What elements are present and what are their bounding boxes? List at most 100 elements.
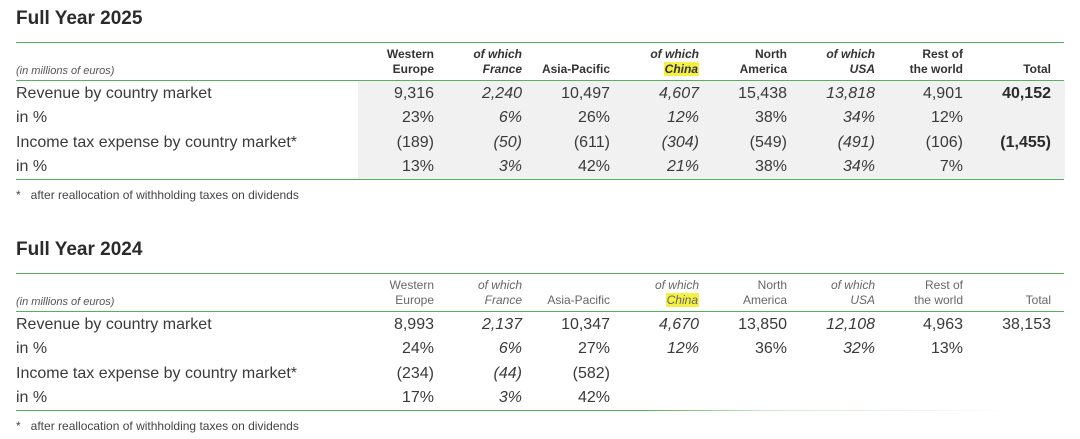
row-label: Income tax expense by country market* — [16, 134, 298, 151]
cell-north-america: 38% — [754, 109, 787, 126]
col-header-north-america: North America — [739, 47, 787, 76]
unit-label: (in millions of euros) — [16, 65, 115, 77]
col-header-france: of which France — [477, 278, 522, 307]
footnote: * after reallocation of withholding taxes… — [16, 419, 299, 433]
row-label: in % — [16, 158, 48, 175]
row-label: Income tax expense by country market* — [16, 365, 298, 382]
cell-north-america: (549) — [749, 134, 787, 151]
table-header-row: (in millions of euros) Western Europe of … — [16, 278, 1064, 309]
table-row: Revenue by country market 8,993 2,137 10… — [16, 313, 1064, 337]
table-top-rule — [16, 273, 1064, 274]
cell-rest-of-world: 4,901 — [922, 85, 963, 102]
cell-rest-of-world: 12% — [930, 109, 963, 126]
table-row: in % 23% 6% 26% 12% 38% 34% 12% — [16, 106, 1064, 130]
table-row: Income tax expense by country market* (2… — [16, 362, 1064, 386]
cell-china: (304) — [661, 134, 699, 151]
cell-western-europe: 8,993 — [393, 316, 434, 333]
cell-asia-pacific: 10,497 — [561, 85, 610, 102]
col-header-china: of which China — [650, 47, 699, 76]
cell-france: 3% — [498, 389, 522, 406]
table-bottom-rule — [16, 410, 1064, 411]
cell-rest-of-world: (106) — [925, 134, 963, 151]
row-label: Revenue by country market — [16, 85, 212, 102]
cell-usa: 13,818 — [826, 85, 875, 102]
cell-france: 6% — [498, 340, 522, 357]
cell-usa: 34% — [842, 158, 875, 175]
cell-asia-pacific: 27% — [577, 340, 610, 357]
cell-asia-pacific: (611) — [573, 134, 610, 151]
footnote-mark: * — [16, 419, 21, 433]
col-header-total: Total — [1023, 62, 1051, 76]
cell-western-europe: 23% — [401, 109, 434, 126]
cell-western-europe: 17% — [401, 389, 434, 406]
table-row: in % 17% 3% 42% — [16, 386, 1064, 410]
cell-usa: 32% — [842, 340, 875, 357]
cell-western-europe: 9,316 — [393, 85, 434, 102]
cell-china: 21% — [666, 158, 699, 175]
row-label: in % — [16, 340, 48, 357]
cell-france: (50) — [493, 134, 522, 151]
cell-france: (44) — [493, 365, 522, 382]
table-row: in % 24% 6% 27% 12% 36% 32% 13% — [16, 337, 1064, 361]
cell-asia-pacific: 26% — [577, 109, 610, 126]
table-row: Income tax expense by country market* (1… — [16, 131, 1064, 155]
col-header-usa: of which USA — [830, 278, 875, 307]
col-header-china: of which China — [654, 278, 699, 307]
header-rule — [16, 80, 1064, 81]
cell-north-america: 13,850 — [738, 316, 787, 333]
header-rule — [16, 311, 1064, 312]
col-header-rest-of-world: Rest of the world — [914, 278, 963, 307]
shaded-region — [358, 81, 1065, 179]
cell-usa: 12,108 — [826, 316, 875, 333]
table-row: in % 13% 3% 42% 21% 38% 34% 7% — [16, 155, 1064, 179]
cell-total: (1,455) — [1000, 134, 1051, 151]
cell-north-america: 36% — [754, 340, 787, 357]
cell-north-america: 15,438 — [738, 85, 787, 102]
cell-total: 40,152 — [1002, 85, 1051, 102]
col-header-france: of which France — [473, 47, 522, 76]
cell-france: 2,137 — [481, 316, 522, 333]
highlight-china: China — [665, 293, 699, 307]
cell-france: 3% — [498, 158, 522, 175]
unit-label: (in millions of euros) — [16, 296, 115, 308]
cell-western-europe: 13% — [401, 158, 434, 175]
row-label: Revenue by country market — [16, 316, 212, 333]
footnote-text: after reallocation of withholding taxes … — [30, 188, 299, 202]
col-header-usa: of which USA — [826, 47, 875, 76]
col-header-western-europe: Western Europe — [386, 47, 434, 76]
col-header-western-europe: Western Europe — [389, 278, 434, 307]
cell-rest-of-world: 7% — [939, 158, 963, 175]
col-header-asia-pacific: Asia-Pacific — [541, 62, 610, 76]
table-row: Revenue by country market 9,316 2,240 10… — [16, 82, 1064, 106]
footnote-text: after reallocation of withholding taxes … — [30, 419, 299, 433]
table-top-rule — [16, 42, 1064, 43]
cell-western-europe: (234) — [396, 365, 434, 382]
cell-france: 2,240 — [481, 85, 522, 102]
highlight-china: China — [663, 62, 699, 76]
cell-western-europe: (189) — [396, 134, 434, 151]
cell-rest-of-world: 13% — [930, 340, 963, 357]
col-header-total: Total — [1025, 293, 1051, 307]
footnote: * after reallocation of withholding taxes… — [16, 188, 299, 202]
cell-asia-pacific: (582) — [572, 365, 610, 382]
cell-france: 6% — [498, 109, 522, 126]
row-label: in % — [16, 389, 48, 406]
cell-western-europe: 24% — [401, 340, 434, 357]
cell-asia-pacific: 42% — [577, 158, 610, 175]
cell-usa: 34% — [842, 109, 875, 126]
cell-asia-pacific: 10,347 — [561, 316, 610, 333]
col-header-rest-of-world: Rest of the world — [909, 47, 963, 76]
cell-china: 12% — [666, 109, 699, 126]
col-header-north-america: North America — [742, 278, 787, 307]
cell-rest-of-world: 4,963 — [922, 316, 963, 333]
cell-china: 12% — [666, 340, 699, 357]
table-header-row: (in millions of euros) Western Europe of … — [16, 47, 1064, 78]
cell-china: 4,607 — [658, 85, 699, 102]
cell-total: 38,153 — [1002, 316, 1051, 333]
section-title: Full Year 2024 — [16, 239, 143, 260]
cell-china: 4,670 — [658, 316, 699, 333]
col-header-asia-pacific: Asia-Pacific — [547, 293, 610, 307]
cell-usa: (491) — [837, 134, 875, 151]
row-label: in % — [16, 109, 48, 126]
cell-asia-pacific: 42% — [577, 389, 610, 406]
